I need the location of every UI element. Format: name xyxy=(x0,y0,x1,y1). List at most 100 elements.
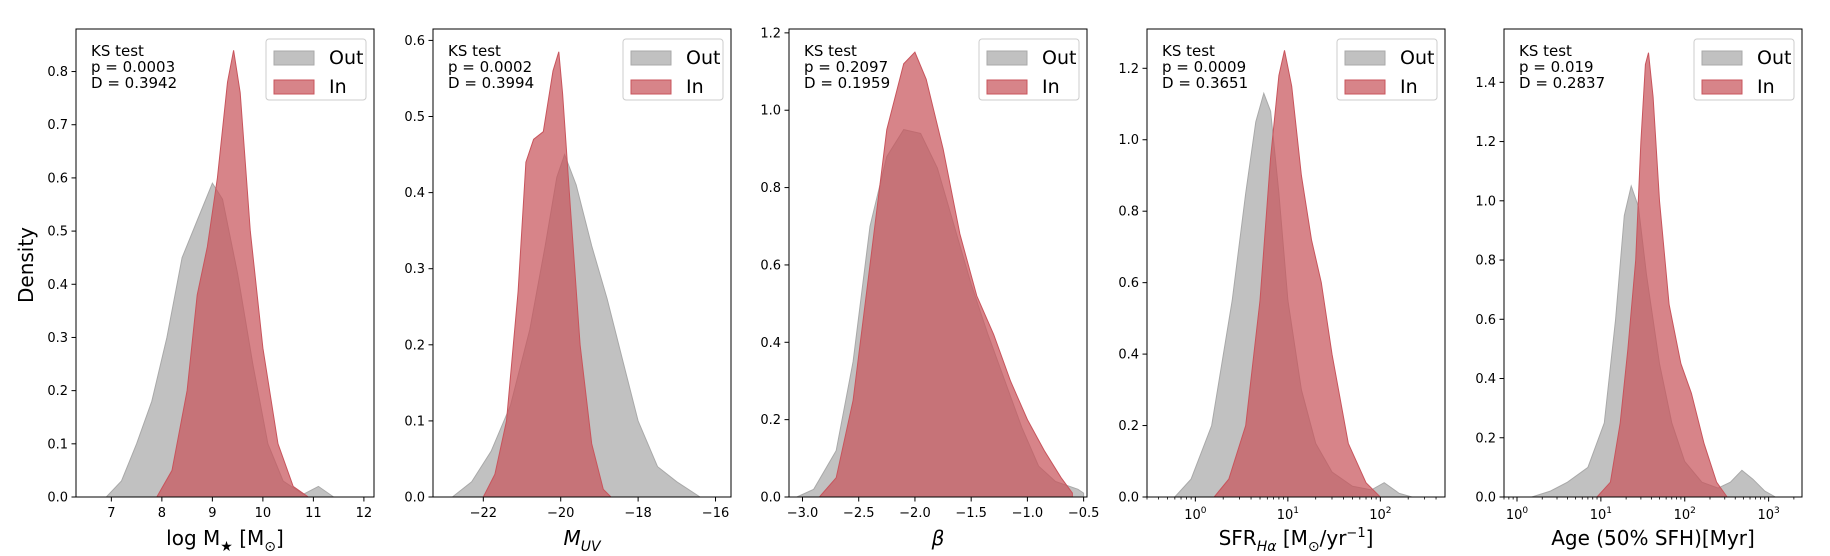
ks-annotation-line: D = 0.3942 xyxy=(91,74,177,92)
x-tick-label: 100 xyxy=(1184,506,1207,523)
x-tick-label: −16 xyxy=(702,506,729,521)
y-tick-label: 0.7 xyxy=(47,118,68,133)
y-tick-label: 0.6 xyxy=(760,258,781,273)
x-tick-label: −22 xyxy=(470,506,497,521)
legend-label-out: Out xyxy=(329,47,363,69)
y-tick-label: 0.6 xyxy=(404,34,425,49)
legend-swatch-in xyxy=(1344,79,1386,95)
y-tick-label: 1.0 xyxy=(1118,133,1139,148)
x-tick-label: 102 xyxy=(1674,506,1696,523)
x-axis-label: SFRHα​ [M⊙​/yr−1​] xyxy=(1219,526,1374,555)
y-tick-label: 0.3 xyxy=(404,262,425,277)
x-tick-label: 101 xyxy=(1590,506,1612,523)
ks-annotation-line: D = 0.3994 xyxy=(448,74,534,92)
axes-frame xyxy=(75,28,375,498)
y-tick-label: 0.2 xyxy=(404,338,425,353)
axes-frame xyxy=(432,28,732,498)
ks-annotation-line: D = 0.3651 xyxy=(1162,74,1248,92)
x-tick-label: 8 xyxy=(158,506,166,521)
x-tick-label: −18 xyxy=(624,506,651,521)
legend-swatch-in xyxy=(630,79,672,95)
panel-5: 100 101 102 103 0.0 0.2 0.4 0.6 0.8 1.0 1.2 1.4 Age … xyxy=(1475,28,1803,550)
ks-annotation-line: p = 0.019 xyxy=(1519,58,1594,76)
ks-annotation-line: KS test xyxy=(1162,42,1215,60)
legend-label-out: Out xyxy=(1757,47,1791,69)
panel-3: −3.0 −2.5 −2.0 −1.5 −1.0 −0.5 0.0 0.2 0.4 0.6 0.8 1… xyxy=(760,26,1099,550)
y-tick-label: 0.4 xyxy=(404,186,425,201)
x-tick-label: −1.0 xyxy=(1012,506,1044,521)
y-tick-label: 0.0 xyxy=(47,491,68,506)
y-tick-label: 0.2 xyxy=(47,384,68,399)
legend-label-in: In xyxy=(686,76,704,98)
legend-swatch-in xyxy=(986,79,1028,95)
ks-annotation-line: p = 0.0003 xyxy=(91,58,175,76)
y-tick-label: 1.0 xyxy=(1475,194,1496,209)
y-tick-label: 0.6 xyxy=(47,171,68,186)
y-tick-label: 0.8 xyxy=(47,65,68,80)
y-tick-label: 0.1 xyxy=(404,414,425,429)
ks-annotation-line: D = 0.1959 xyxy=(804,74,890,92)
legend-label-out: Out xyxy=(1042,47,1076,69)
y-tick-label: 0.0 xyxy=(1475,491,1496,506)
x-axis-label: MUV​ xyxy=(563,526,602,555)
ks-annotation-line: D = 0.2837 xyxy=(1519,74,1605,92)
legend-label-in: In xyxy=(1757,76,1775,98)
x-tick-label: 7 xyxy=(107,506,115,521)
y-tick-label: 1.2 xyxy=(760,26,781,41)
panel-2: −22 −20 −18 −16 0.0 0.1 0.2 0.3 0.4 0.5 0.6 MUV​ KS … xyxy=(404,28,732,555)
x-axis-label: log M★​ [M⊙​] xyxy=(166,526,284,555)
y-tick-label: 1.2 xyxy=(1118,62,1139,77)
x-tick-label: −2.0 xyxy=(899,506,931,521)
x-tick-label: 102 xyxy=(1369,506,1391,523)
y-tick-label: 0.4 xyxy=(1475,372,1496,387)
y-tick-label: 1.4 xyxy=(1475,76,1496,91)
x-tick-label: 103 xyxy=(1757,506,1779,523)
y-tick-label: 0.1 xyxy=(47,437,68,452)
legend-label-in: In xyxy=(1400,76,1418,98)
y-tick-label: 0.5 xyxy=(47,225,68,240)
x-tick-label: 11 xyxy=(305,506,322,521)
y-tick-label: 0.0 xyxy=(1118,491,1139,506)
axes-frame xyxy=(788,28,1088,498)
x-tick-label: 101 xyxy=(1277,506,1299,523)
y-tick-label: 0.2 xyxy=(760,413,781,428)
x-axis-label: Age (50% SFH)[Myr] xyxy=(1551,526,1755,550)
y-tick-label: 0.4 xyxy=(1118,348,1139,363)
panel-1: 7 8 9 10 11 12 0.0 0.1 0.2 0.3 0.4 0.5 0.6 0.7 0.8 log … xyxy=(47,28,375,555)
axes-frame xyxy=(1146,28,1446,498)
y-tick-label: 0.8 xyxy=(1118,205,1139,220)
y-tick-label: 0.2 xyxy=(1475,431,1496,446)
y-tick-label: 1.2 xyxy=(1475,135,1496,150)
x-tick-label: 10 xyxy=(255,506,272,521)
axes-frame xyxy=(1503,28,1803,498)
density-in xyxy=(155,50,310,498)
y-tick-label: 0.6 xyxy=(1475,313,1496,328)
y-tick-label: 0.0 xyxy=(404,491,425,506)
x-tick-label: 12 xyxy=(356,506,373,521)
ks-annotation-line: KS test xyxy=(1519,42,1572,60)
density-in xyxy=(1213,50,1382,498)
ks-annotation-line: KS test xyxy=(448,42,501,60)
ks-annotation-line: KS test xyxy=(804,42,857,60)
legend-swatch-out xyxy=(1344,50,1386,66)
density-in xyxy=(818,51,1073,498)
x-tick-label: 100 xyxy=(1506,506,1529,523)
density-in xyxy=(482,51,613,498)
y-tick-label: 0.2 xyxy=(1118,419,1139,434)
legend-label-in: In xyxy=(1042,76,1060,98)
x-tick-label: −1.5 xyxy=(955,506,987,521)
legend-swatch-out xyxy=(273,50,315,66)
ks-annotation-line: p = 0.0009 xyxy=(1162,58,1246,76)
legend-swatch-out xyxy=(1701,50,1743,66)
panel-4: 100 101 102 0.0 0.2 0.4 0.6 0.8 1.0 1.2 SFRHα​ [M⊙… xyxy=(1118,28,1446,555)
legend-label-out: Out xyxy=(686,47,720,69)
legend-swatch-out xyxy=(986,50,1028,66)
y-tick-label: 0.3 xyxy=(47,331,68,346)
x-tick-label: −0.5 xyxy=(1068,506,1100,521)
y-tick-label: 0.4 xyxy=(47,278,68,293)
y-tick-label: 0.8 xyxy=(760,181,781,196)
y-tick-label: 0.5 xyxy=(404,110,425,125)
legend-label-out: Out xyxy=(1400,47,1434,69)
x-axis-label: β xyxy=(931,526,945,550)
y-tick-label: 0.8 xyxy=(1475,254,1496,269)
